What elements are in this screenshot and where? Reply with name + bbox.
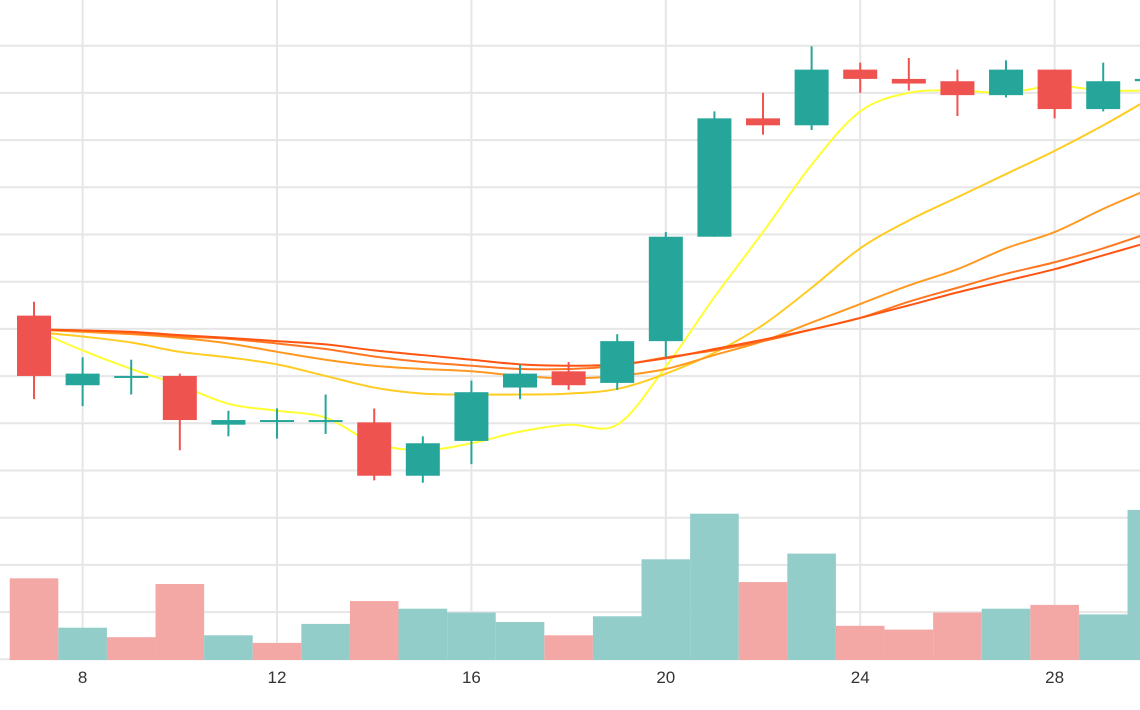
volume-bar — [544, 635, 593, 660]
candle-body — [503, 373, 538, 388]
candle-body — [211, 420, 246, 425]
moving-average-line-60 — [34, 243, 1140, 367]
candle — [600, 334, 635, 390]
x-tick-label: 20 — [656, 668, 675, 687]
candle — [1086, 62, 1121, 112]
volume-bar — [884, 629, 934, 660]
candle-body — [551, 371, 586, 386]
candle — [1134, 78, 1140, 82]
candle-body — [1134, 78, 1140, 82]
candle-body — [600, 341, 635, 383]
volume-bar — [9, 578, 59, 660]
volume-bar — [738, 582, 788, 660]
x-axis: 8 12 16 20 24 28 — [78, 668, 1064, 687]
candle-body — [17, 315, 52, 376]
x-tick-label: 16 — [462, 668, 481, 687]
candle — [940, 69, 975, 117]
volume-bar — [1030, 604, 1079, 660]
grid-layer — [0, 0, 1140, 661]
volume-bar — [835, 625, 885, 660]
x-tick-label: 28 — [1045, 668, 1064, 687]
candle-layer — [17, 46, 1140, 483]
candle-body — [697, 118, 732, 237]
x-tick-label: 24 — [851, 668, 870, 687]
candle-body — [308, 420, 343, 423]
candle-body — [843, 69, 878, 79]
candle — [794, 46, 829, 130]
x-tick-label: 8 — [78, 668, 87, 687]
candle — [551, 362, 586, 390]
candle — [405, 436, 440, 483]
volume-bar — [592, 616, 642, 660]
volume-bar — [252, 642, 302, 660]
candle-body — [794, 69, 829, 126]
candle — [162, 373, 197, 451]
volume-bar — [933, 612, 982, 660]
volume-bar — [155, 584, 205, 660]
candle-body — [260, 420, 295, 423]
candle-body — [746, 118, 781, 126]
candle — [891, 58, 926, 91]
volume-bar — [981, 608, 1031, 660]
candle — [989, 60, 1024, 98]
volume-bar — [58, 627, 107, 660]
volume-bar — [495, 622, 545, 660]
candle-body — [454, 392, 489, 441]
volume-bar — [447, 612, 496, 660]
candle-body — [65, 373, 100, 386]
candle — [114, 359, 149, 395]
volume-bar — [641, 559, 691, 660]
moving-average-layer — [33, 84, 1140, 452]
candle — [211, 410, 246, 437]
candle — [843, 62, 878, 93]
volume-bar — [1127, 509, 1140, 660]
moving-average-line-10 — [33, 103, 1140, 396]
volume-layer — [9, 509, 1140, 660]
candle-body — [1086, 81, 1121, 110]
candle-body — [357, 422, 392, 476]
candle — [503, 364, 538, 400]
candle — [260, 408, 295, 439]
candle-body — [891, 78, 926, 84]
candle-body — [940, 81, 975, 96]
volume-bar — [349, 601, 399, 660]
volume-bar — [301, 623, 350, 660]
candle — [308, 394, 343, 434]
volume-bar — [204, 635, 253, 660]
volume-bar — [106, 637, 156, 660]
volume-bar — [398, 608, 448, 660]
moving-average-line-30 — [34, 235, 1140, 371]
candle — [1037, 69, 1072, 119]
candle — [17, 301, 52, 400]
candle — [357, 408, 392, 481]
moving-average-line-20 — [33, 191, 1140, 380]
candle-body — [114, 375, 149, 378]
volume-bar — [787, 553, 836, 660]
x-tick-label: 12 — [268, 668, 287, 687]
candle-body — [1037, 69, 1072, 110]
candle-body — [989, 69, 1024, 96]
candle — [746, 92, 781, 135]
volume-bar — [1078, 614, 1128, 660]
candle — [454, 380, 489, 465]
candle — [65, 357, 100, 407]
candle — [697, 111, 732, 237]
candle — [648, 232, 683, 358]
candle-body — [648, 236, 683, 342]
volume-bar — [690, 513, 739, 660]
candle-body — [162, 375, 197, 421]
candle-body — [405, 443, 440, 476]
